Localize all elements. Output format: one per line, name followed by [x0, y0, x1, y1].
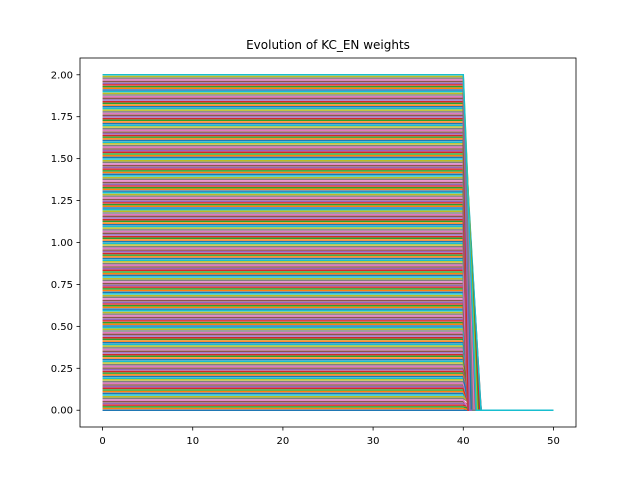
series-line [102, 134, 554, 411]
y-tick-label: 0.75 [51, 280, 73, 291]
series-line [102, 77, 554, 411]
y-tick-label: 0.25 [51, 364, 73, 375]
x-tick-label: 0 [99, 436, 105, 447]
series-line [102, 404, 554, 411]
series-line [102, 245, 554, 411]
series-line [102, 235, 554, 411]
series-line [102, 202, 554, 411]
series-layer [102, 74, 554, 411]
series-line [102, 111, 554, 411]
y-tick-label: 0.50 [51, 322, 73, 333]
series-line [102, 269, 554, 411]
series-line [102, 347, 554, 411]
series-line [102, 303, 554, 411]
series-line [102, 279, 554, 411]
chart-title: Evolution of KC_EN weights [246, 38, 410, 52]
y-tick-label: 1.00 [51, 238, 73, 249]
y-tick-label: 1.75 [51, 112, 73, 123]
x-tick-label: 20 [277, 436, 290, 447]
series-line [102, 336, 554, 411]
series-line [102, 313, 554, 411]
series-line [102, 178, 554, 411]
y-tick-label: 1.25 [51, 196, 73, 207]
x-axis: 0 10 20 30 40 50 [99, 427, 560, 447]
x-tick-label: 30 [367, 436, 380, 447]
series-line [102, 168, 554, 411]
y-axis: 0.00 0.25 0.50 0.75 1.00 1.25 1.50 1.75 2.00 [51, 70, 80, 417]
series-line [102, 212, 554, 411]
series-line [102, 74, 554, 411]
x-tick-label: 40 [457, 436, 470, 447]
series-line [102, 144, 554, 411]
series-line [102, 380, 554, 411]
x-tick-label: 10 [186, 436, 199, 447]
series-line [102, 370, 554, 411]
y-tick-label: 0.00 [51, 406, 73, 417]
y-tick-label: 1.50 [51, 154, 73, 165]
series-line [102, 100, 554, 411]
y-tick-label: 2.00 [51, 70, 73, 81]
x-tick-label: 50 [547, 436, 560, 447]
